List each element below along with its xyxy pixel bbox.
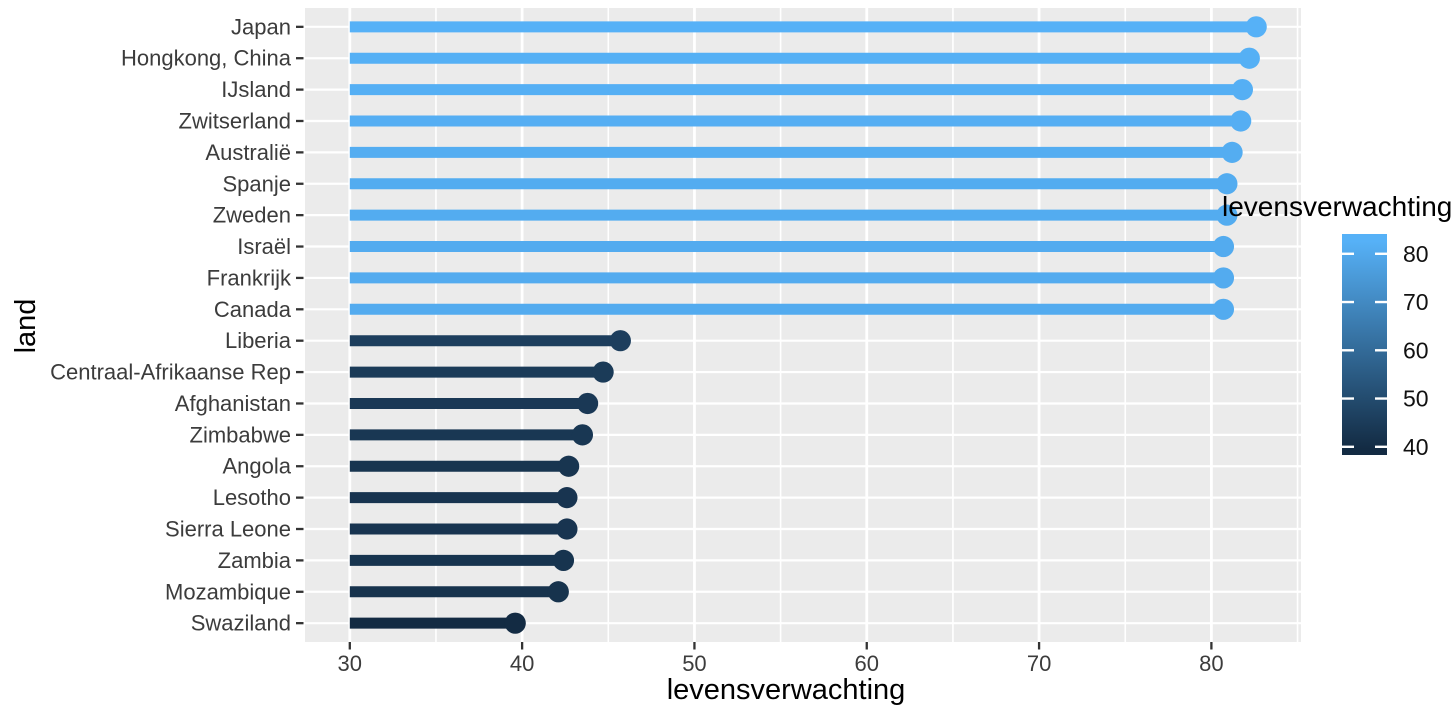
lollipop-dot [1231,79,1254,101]
country-tick-label: Liberia [225,328,292,353]
legend-tick-label: 70 [1403,289,1429,315]
country-tick-label: Afghanistan [175,391,291,416]
country-tick-label: Sierra Leone [165,517,291,542]
lollipop-dot [577,392,599,415]
lollipop-dot [1230,110,1252,132]
legend-tick-label: 50 [1403,386,1429,412]
country-tick-label: Frankrijk [207,265,292,290]
lollipop-dot [504,612,526,634]
lollipop-dot [547,581,569,603]
country-tick-label: Japan [231,14,291,39]
x-tick-label: 40 [510,651,534,676]
x-tick-label: 30 [338,651,362,676]
country-tick-label: Zweden [213,203,291,228]
legend-tick-label: 60 [1403,337,1429,363]
lollipop-dot [1212,235,1235,258]
x-tick-label: 50 [682,651,706,676]
lollipop-dot [552,549,575,571]
plot-panel [305,8,1301,642]
legend-tick-label: 80 [1403,241,1429,267]
legend-gradient-bar [1342,234,1387,455]
lollipop-dot [1212,298,1235,320]
y-axis-title: land [10,298,42,354]
country-tick-label: Lesotho [213,485,291,510]
country-tick-label: Hongkong, China [121,46,292,71]
country-tick-label: Canada [214,297,292,322]
country-tick-label: Australië [205,140,291,165]
lollipop-dot [1245,16,1267,38]
lollipop-dot [571,424,594,446]
lollipop-dot [1212,267,1235,289]
lollipop-dot [556,487,578,509]
lollipop-dot [1238,47,1260,69]
country-tick-label: Angola [222,454,291,479]
lollipop-dot [609,330,631,352]
country-tick-label: Centraal-Afrikaanse Rep [50,360,291,385]
country-tick-label: Zwitserland [179,108,291,133]
y-axis-title-wrap: land [10,271,42,354]
country-tick-label: Israël [237,234,291,259]
legend-title: levensverwachting [1222,191,1453,222]
country-tick-label: Mozambique [165,579,291,604]
x-tick-label: 80 [1199,651,1223,676]
x-axis-title: levensverwachting [666,674,906,706]
country-tick-label: IJsland [221,77,291,102]
x-tick-label: 60 [855,651,879,676]
country-tick-label: Swaziland [191,611,291,636]
country-tick-label: Spanje [222,171,291,196]
lollipop-dot [556,518,578,540]
lollipop-dot [592,361,614,383]
lollipop-dot [1216,173,1238,195]
x-tick-label: 70 [1027,651,1051,676]
lollipop-dot [1221,141,1243,163]
lollipop-dot [1216,204,1238,226]
lollipop-dot [558,455,580,477]
country-tick-label: Zambia [218,548,292,573]
legend-tick-label: 40 [1403,434,1429,460]
country-tick-label: Zimbabwe [190,422,291,447]
